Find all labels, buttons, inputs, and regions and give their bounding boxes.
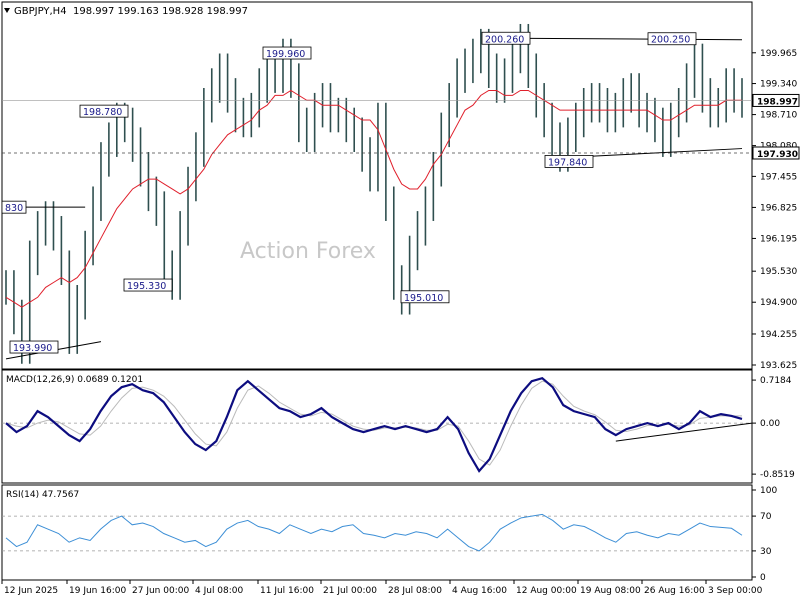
time-tick-label: 27 Jun 00:00 bbox=[132, 586, 189, 596]
trendline bbox=[567, 148, 743, 158]
price-tick-label: 199.340 bbox=[760, 80, 797, 90]
price-annotation-box bbox=[647, 32, 697, 46]
price-annotation-box bbox=[9, 340, 59, 354]
price-annotation-label: 830 bbox=[5, 203, 23, 214]
macd-line bbox=[5, 376, 743, 473]
price-annotation-box bbox=[123, 278, 173, 292]
price-tick-label: 196.195 bbox=[760, 234, 797, 244]
price-annotation-box bbox=[481, 31, 531, 45]
support-price-box-label: 197.930 bbox=[757, 150, 798, 160]
rsi-panel bbox=[1, 484, 753, 581]
price-annotation-box bbox=[400, 290, 450, 304]
price-annotation-label: 200.260 bbox=[485, 34, 524, 45]
time-tick-label: 12 Aug 00:00 bbox=[516, 586, 577, 596]
chart-header: GBPJPY,H4 198.997 199.163 198.928 198.99… bbox=[4, 6, 248, 17]
time-tick-label: 12 Jun 2025 bbox=[4, 586, 58, 596]
time-tick-label: 4 Aug 16:00 bbox=[452, 586, 507, 596]
macd-tick-label: 0.7184 bbox=[760, 376, 792, 386]
price-annotations: 200.260 200.250 199.960 198.780 197.840 830 19… bbox=[1, 31, 697, 354]
rsi-tick-label: 30 bbox=[760, 547, 772, 557]
time-tick-label: 11 Jul 16:00 bbox=[260, 586, 314, 596]
price-tick-label: 196.825 bbox=[760, 203, 797, 213]
time-tick-label: 19 Jun 16:00 bbox=[69, 586, 126, 596]
price-tick-label: 194.900 bbox=[760, 298, 797, 308]
price-tick-label: 198.710 bbox=[760, 111, 797, 121]
symbol-label: GBPJPY,H4 bbox=[14, 6, 67, 17]
moving-average-line bbox=[5, 89, 742, 308]
current-price-box bbox=[752, 93, 800, 107]
macd-tick-label: 0.00 bbox=[760, 419, 780, 429]
time-tick-label: 28 Jul 08:00 bbox=[388, 586, 442, 596]
price-tick-label: 193.625 bbox=[760, 361, 797, 371]
time-tick-label: 19 Aug 08:00 bbox=[580, 586, 641, 596]
support-price-box bbox=[752, 146, 800, 160]
rsi-series: 100 70 30 0 bbox=[2, 486, 777, 583]
price-tick-label: 194.255 bbox=[760, 330, 797, 340]
macd-series: 0.7184 0.00 -0.8519 bbox=[2, 376, 795, 480]
rsi-tick-label: 0 bbox=[760, 573, 766, 583]
rsi-label: RSI(14) 47.7567 bbox=[6, 490, 79, 500]
price-annotation-label: 197.840 bbox=[548, 157, 587, 168]
collapse-arrow-icon[interactable] bbox=[4, 8, 10, 13]
price-annotation-box bbox=[544, 155, 594, 168]
macd-signal-line bbox=[5, 380, 742, 466]
macd-panel bbox=[1, 369, 753, 484]
price-axis: 199.965199.340198.710198.080197.455196.8… bbox=[752, 49, 800, 371]
price-annotation-label: 200.250 bbox=[651, 35, 690, 46]
macd-tick-label: -0.8519 bbox=[760, 470, 795, 480]
price-annotation-label: 193.990 bbox=[13, 343, 52, 354]
price-tick-label: 197.455 bbox=[760, 172, 797, 182]
price-annotation-box bbox=[79, 104, 129, 118]
price-annotation-label: 195.010 bbox=[404, 293, 443, 304]
macd-trendline bbox=[615, 422, 753, 442]
trendline bbox=[512, 37, 743, 41]
price-annotation-label: 195.330 bbox=[127, 281, 166, 292]
time-axis: 12 Jun 2025 19 Jun 16:00 27 Jun 00:00 4 Jul… bbox=[1, 580, 763, 596]
price-tick-label: 199.965 bbox=[760, 49, 797, 59]
price-tick-label: 195.530 bbox=[760, 267, 797, 277]
price-annotation-label: 198.780 bbox=[83, 107, 122, 118]
price-annotation-box bbox=[1, 200, 27, 214]
rsi-tick-label: 100 bbox=[760, 486, 777, 496]
time-tick-label: 4 Jul 08:00 bbox=[195, 586, 244, 596]
time-tick-label: 21 Jul 00:00 bbox=[323, 586, 377, 596]
rsi-tick-label: 70 bbox=[760, 512, 772, 522]
time-tick-label: 3 Sep 00:00 bbox=[708, 586, 763, 596]
current-price-box-label: 198.997 bbox=[757, 97, 798, 107]
price-panel bbox=[1, 1, 753, 370]
macd-label: MACD(12,26,9) 0.0689 0.1201 bbox=[6, 375, 143, 385]
rsi-line bbox=[5, 513, 743, 552]
ohlc-values: 198.997 199.163 198.928 198.997 bbox=[73, 6, 248, 17]
price-annotation-label: 199.960 bbox=[266, 49, 305, 60]
time-tick-label: 26 Aug 16:00 bbox=[644, 586, 705, 596]
price-annotation-box bbox=[262, 46, 312, 60]
watermark: Action Forex bbox=[240, 239, 376, 264]
